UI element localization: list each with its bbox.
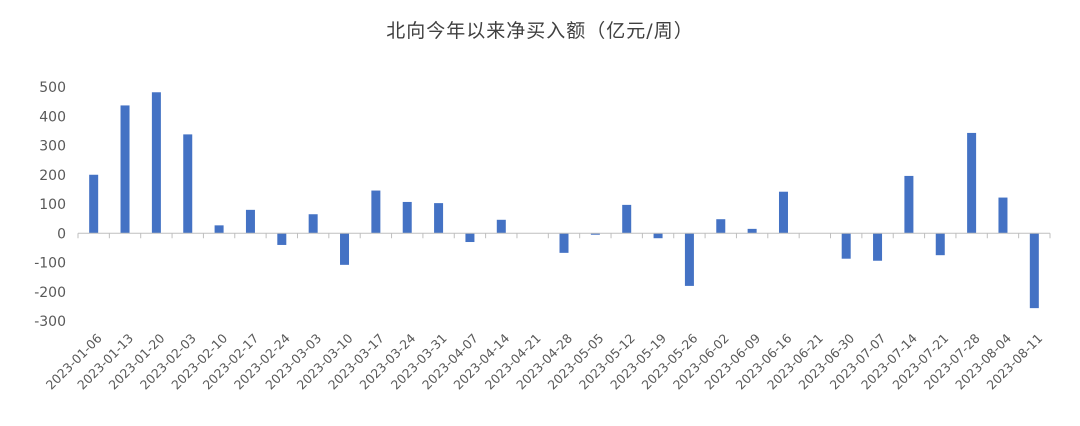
bar — [1029, 233, 1039, 309]
bar — [340, 233, 350, 265]
y-tick-label: 100 — [39, 197, 66, 213]
chart-title: 北向今年以来净买入额（亿元/周） — [386, 20, 694, 42]
bar — [183, 134, 193, 234]
bar — [151, 92, 161, 234]
bar — [998, 197, 1008, 234]
bar — [747, 228, 757, 234]
y-tick-label: 300 — [39, 139, 66, 155]
bar — [684, 233, 694, 286]
y-tick-label: -200 — [34, 285, 66, 301]
bar — [89, 174, 99, 234]
bar — [590, 233, 600, 235]
bar — [904, 175, 914, 234]
bar — [778, 191, 788, 234]
y-tick-label: 0 — [57, 226, 66, 242]
bar — [214, 225, 224, 234]
y-tick-label: 200 — [39, 168, 66, 184]
bar — [402, 201, 412, 234]
bar — [434, 203, 444, 234]
bar — [653, 233, 663, 239]
y-tick-label: -300 — [34, 314, 66, 330]
bar — [935, 233, 945, 256]
bar — [120, 105, 130, 234]
y-tick-label: 400 — [39, 109, 66, 125]
y-axis-tick-labels: 500 400 300 200 100 0 -100 -200 -300 — [34, 80, 66, 330]
x-axis-tick-labels: 2023-01-062023-01-132023-01-202023-02-03… — [43, 330, 1046, 392]
bar — [496, 219, 506, 234]
bar — [245, 209, 255, 234]
bar — [277, 233, 287, 245]
bar — [308, 214, 318, 234]
bar — [465, 233, 475, 243]
y-tick-label: 500 — [39, 80, 66, 96]
bar — [622, 204, 632, 234]
bar — [559, 233, 569, 253]
bar — [841, 233, 851, 259]
bar — [873, 233, 883, 261]
bar — [967, 132, 977, 234]
bar — [716, 219, 726, 234]
x-axis — [77, 232, 1051, 239]
bar — [371, 190, 381, 234]
y-tick-label: -100 — [34, 256, 66, 272]
bar-series — [89, 92, 1039, 309]
